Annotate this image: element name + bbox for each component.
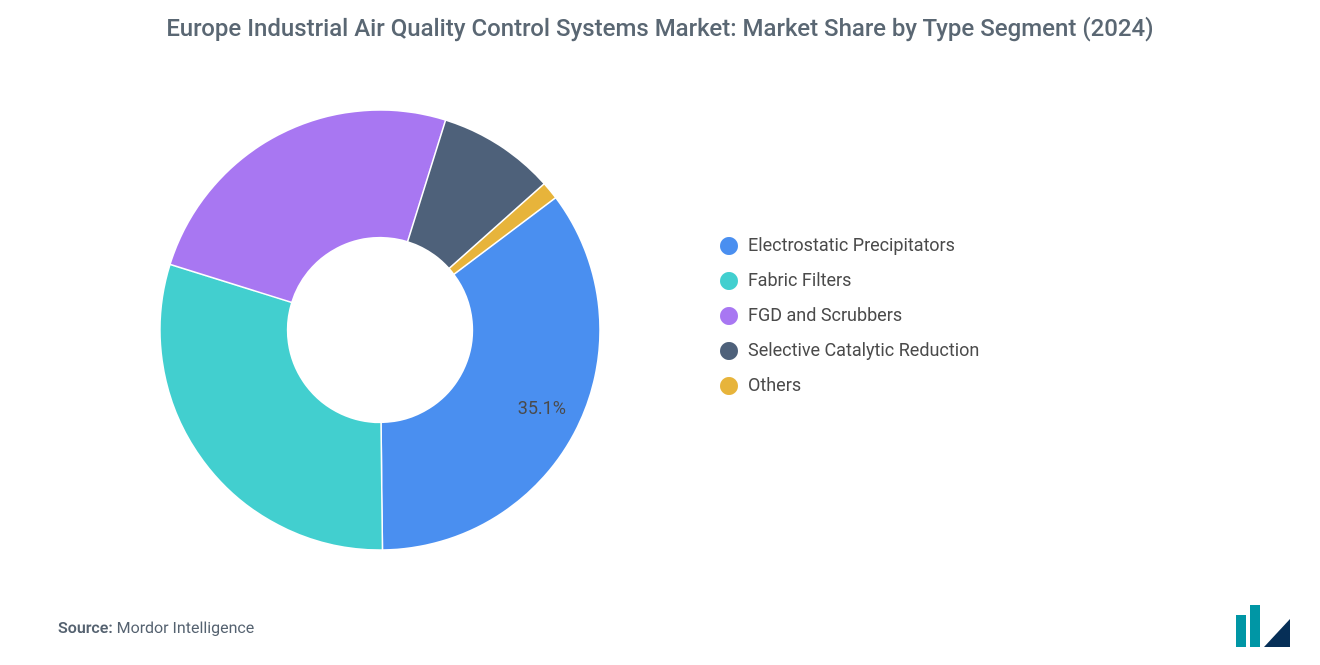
legend-label: Others [748,375,801,396]
legend-dot-icon [720,237,738,255]
brand-logo [1234,605,1290,647]
legend-item: Electrostatic Precipitators [720,235,979,256]
legend-dot-icon [720,342,738,360]
legend-dot-icon [720,272,738,290]
legend-dot-icon [720,307,738,325]
donut-slice [160,264,382,550]
chart-title: Europe Industrial Air Quality Control Sy… [0,12,1320,44]
legend-item: Selective Catalytic Reduction [720,340,979,361]
source-label: Source: [58,618,113,637]
legend-label: Electrostatic Precipitators [748,235,955,256]
donut-chart: 35.1% [160,110,600,550]
legend-label: Fabric Filters [748,270,851,291]
legend-label: FGD and Scrubbers [748,305,902,326]
legend-label: Selective Catalytic Reduction [748,340,979,361]
donut-slice [381,198,600,550]
donut-slice [170,110,446,302]
source-value: Mordor Intelligence [117,618,255,637]
legend: Electrostatic Precipitators Fabric Filter… [720,235,979,396]
legend-item: FGD and Scrubbers [720,305,979,326]
legend-item: Others [720,375,979,396]
legend-item: Fabric Filters [720,270,979,291]
legend-dot-icon [720,377,738,395]
source-attribution: Source: Mordor Intelligence [58,618,254,637]
slice-label: 35.1% [518,398,566,419]
